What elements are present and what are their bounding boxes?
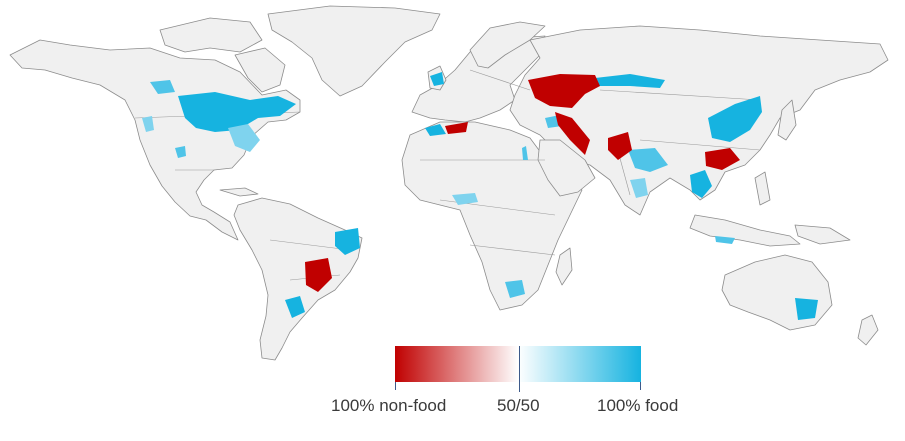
landmass-arctic-islands xyxy=(159,17,263,53)
region-pacific-nw xyxy=(150,80,175,94)
region-us-west xyxy=(142,116,154,132)
landmass-greenland xyxy=(267,5,441,97)
region-se-australia xyxy=(795,298,818,320)
region-us-southeast xyxy=(228,124,260,152)
legend-food-gradient xyxy=(518,346,641,382)
landmass-indonesia xyxy=(689,214,801,247)
region-iran-zagros xyxy=(555,112,590,155)
legend-left-tick xyxy=(395,382,396,390)
landmass-new-guinea xyxy=(794,224,851,245)
region-ganges xyxy=(628,148,668,172)
region-north-africa xyxy=(445,122,468,134)
legend-mid-label: 50/50 xyxy=(497,396,540,415)
landmass-caribbean xyxy=(219,187,259,197)
landmass-africa xyxy=(401,121,583,311)
region-mediterranean xyxy=(425,124,446,136)
nonfood-regions xyxy=(305,74,740,292)
region-east-brazil xyxy=(335,228,360,255)
landmass-asia xyxy=(509,25,889,216)
legend-right-label: 100% food xyxy=(597,396,679,415)
region-mexico xyxy=(175,146,186,158)
region-uk xyxy=(430,72,444,86)
landmass-north-america xyxy=(9,39,301,241)
region-nile xyxy=(522,146,528,160)
region-south-brazil xyxy=(305,258,332,292)
region-south-china xyxy=(705,148,740,170)
region-pampas xyxy=(285,296,305,318)
region-mekong xyxy=(690,170,712,198)
region-indus xyxy=(608,132,632,160)
landmass-madagascar xyxy=(555,247,573,286)
legend-colorbar xyxy=(395,346,641,382)
legend-nonfood-gradient xyxy=(395,346,518,382)
region-us-midwest xyxy=(178,92,296,132)
landmass-japan xyxy=(777,99,797,141)
region-indonesia xyxy=(715,236,735,244)
region-india-south xyxy=(630,178,648,198)
region-siberia xyxy=(595,74,665,88)
legend-left-label: 100% non-food xyxy=(331,396,447,415)
legend-midpoint-marker xyxy=(519,346,520,392)
legend-right-tick xyxy=(640,382,641,390)
region-ukraine-steppe xyxy=(528,74,600,108)
food-regions xyxy=(142,72,818,320)
landmass-baffin xyxy=(234,47,286,93)
landmass-philippines xyxy=(754,171,771,206)
landmass-australia xyxy=(721,254,833,331)
region-nigeria xyxy=(452,193,478,205)
region-north-china xyxy=(708,96,762,142)
landmass-new-zealand xyxy=(857,314,879,346)
landmass-arabia xyxy=(537,139,596,197)
region-south-africa xyxy=(505,280,525,298)
